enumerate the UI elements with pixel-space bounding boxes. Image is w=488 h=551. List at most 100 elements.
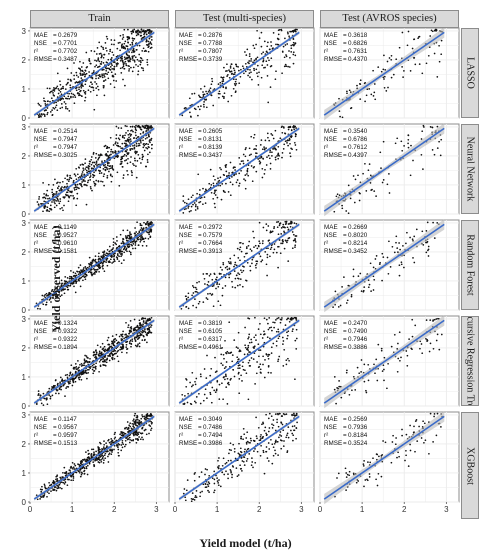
data-point: [91, 449, 93, 451]
metric-label: RMSE: [179, 248, 197, 255]
data-point: [131, 42, 133, 44]
data-point: [292, 54, 294, 56]
data-point: [281, 227, 283, 229]
data-point: [205, 189, 207, 191]
data-point: [286, 364, 288, 366]
data-point: [124, 428, 126, 430]
data-point: [399, 264, 401, 266]
data-point: [278, 356, 280, 358]
data-point: [135, 135, 137, 137]
data-point: [426, 230, 428, 232]
data-point: [246, 372, 248, 374]
data-point: [82, 70, 84, 72]
data-point: [137, 65, 139, 67]
data-point: [222, 86, 224, 88]
data-point: [136, 31, 138, 33]
data-point: [233, 74, 235, 76]
data-point: [341, 207, 343, 209]
data-point: [219, 82, 221, 84]
data-point: [195, 307, 197, 309]
data-point: [272, 134, 274, 136]
data-point: [100, 346, 102, 348]
data-point: [70, 476, 72, 478]
data-point: [235, 83, 237, 85]
data-point: [52, 92, 54, 94]
data-point: [38, 115, 40, 117]
data-point: [230, 352, 232, 354]
data-point: [228, 261, 230, 263]
data-point: [122, 447, 124, 449]
data-point: [206, 355, 208, 357]
data-point: [148, 135, 150, 137]
data-point: [346, 91, 348, 93]
data-point: [129, 44, 131, 46]
data-point: [186, 306, 188, 308]
data-point: [108, 461, 110, 463]
data-point: [120, 255, 122, 257]
data-point: [122, 230, 124, 232]
data-point: [74, 95, 76, 97]
data-point: [79, 61, 81, 63]
data-point: [383, 141, 385, 143]
data-point: [128, 424, 130, 426]
data-point: [111, 262, 113, 264]
data-point: [112, 335, 114, 337]
data-point: [88, 271, 90, 273]
data-point: [134, 61, 136, 63]
data-point: [124, 160, 126, 162]
data-point: [130, 67, 132, 69]
data-point: [233, 68, 235, 70]
data-point: [134, 338, 136, 340]
data-point: [97, 74, 99, 76]
data-point: [85, 372, 87, 374]
data-point: [110, 352, 112, 354]
data-point: [92, 260, 94, 262]
data-point: [74, 189, 76, 191]
data-point: [253, 69, 255, 71]
data-point: [213, 390, 215, 392]
data-point: [258, 328, 260, 330]
data-point: [60, 84, 62, 86]
metric-equals: =: [53, 40, 57, 47]
data-point: [373, 190, 375, 192]
data-point: [74, 367, 76, 369]
data-point: [348, 185, 350, 187]
data-point: [285, 65, 287, 67]
data-point: [69, 381, 71, 383]
data-point: [123, 137, 125, 139]
data-point: [270, 41, 272, 43]
metric-value: 0.3739: [203, 56, 223, 63]
data-point: [381, 71, 383, 73]
data-point: [209, 89, 211, 91]
data-point: [210, 368, 212, 370]
data-point: [195, 291, 197, 293]
data-point: [200, 403, 202, 405]
data-point: [268, 155, 270, 157]
metric-label: NSE: [324, 328, 337, 335]
data-point: [222, 80, 224, 82]
data-point: [216, 380, 218, 382]
data-point: [37, 308, 39, 310]
data-point: [99, 449, 101, 451]
data-point: [96, 162, 98, 164]
data-point: [198, 94, 200, 96]
data-point: [184, 395, 186, 397]
data-point: [271, 155, 273, 157]
metric-value: 0.2972: [203, 224, 223, 231]
data-point: [107, 175, 109, 177]
data-point: [293, 126, 295, 128]
data-point: [43, 200, 45, 202]
metric-equals: =: [343, 144, 347, 151]
data-point: [258, 71, 260, 73]
data-point: [230, 181, 232, 183]
data-point: [117, 142, 119, 144]
data-point: [275, 159, 277, 161]
data-point: [239, 242, 241, 244]
data-point: [190, 210, 192, 212]
data-point: [360, 79, 362, 81]
data-point: [87, 465, 89, 467]
data-point: [277, 329, 279, 331]
data-point: [270, 45, 272, 47]
data-point: [383, 369, 385, 371]
data-point: [250, 60, 252, 62]
